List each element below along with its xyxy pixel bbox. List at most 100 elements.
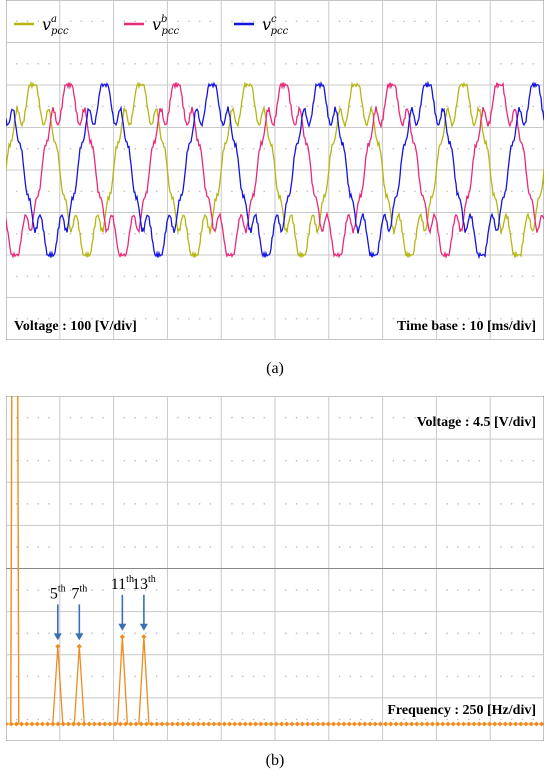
- grid-dot: [532, 459, 535, 462]
- grid-dot: [48, 589, 50, 591]
- grid-dot: [198, 589, 201, 591]
- grid-dot: [102, 589, 104, 591]
- grid-dot: [198, 190, 201, 193]
- grid-dot: [252, 232, 255, 235]
- grid-dot: [295, 190, 298, 193]
- grid-dot: [198, 20, 201, 23]
- grid-dot: [349, 718, 352, 721]
- grid-dot: [123, 147, 126, 150]
- grid-dot: [521, 317, 524, 320]
- grid-dot: [91, 546, 93, 548]
- grid-dot: [284, 190, 287, 193]
- grid-dot: [263, 589, 266, 591]
- grid-dot: [349, 232, 352, 235]
- grid-dot: [123, 317, 126, 320]
- grid-dot: [69, 546, 72, 548]
- grid: [6, 396, 544, 741]
- grid-dot: [371, 190, 373, 193]
- legend: va pcc vb pcc vc pcc: [14, 14, 289, 37]
- grid-dot: [26, 147, 29, 150]
- grid-dot: [241, 718, 244, 721]
- harmonic-arrow-7: [75, 604, 84, 641]
- grid-dot: [48, 317, 50, 320]
- grid-dot: [500, 589, 502, 591]
- grid-dot: [102, 459, 104, 462]
- grid-dot: [317, 105, 319, 108]
- grid-dot: [15, 632, 18, 634]
- grid-dot: [48, 20, 50, 23]
- grid-dot: [134, 632, 136, 634]
- grid-dot: [521, 275, 524, 278]
- grid-dot: [371, 589, 373, 591]
- grid-dot: [134, 416, 136, 419]
- grid-dot: [338, 232, 341, 235]
- grid-dot: [467, 20, 470, 23]
- grid-dot: [80, 416, 83, 419]
- grid-dot: [371, 503, 373, 505]
- grid-dot: [478, 718, 481, 721]
- grid-dot: [102, 317, 104, 320]
- grid-dot: [252, 546, 255, 548]
- grid-dot: [457, 190, 459, 193]
- grid-dot: [510, 232, 513, 235]
- grid-dot: [392, 632, 395, 634]
- grid-dot: [26, 416, 29, 419]
- grid-dot: [360, 632, 362, 634]
- grid-dot: [295, 416, 298, 419]
- grid-dot: [521, 632, 524, 634]
- grid-dot: [198, 675, 201, 678]
- grid-dot: [91, 459, 93, 462]
- grid-dot: [145, 589, 147, 591]
- grid-dot: [338, 632, 341, 634]
- grid-dot: [478, 317, 481, 320]
- grid-dot: [102, 503, 104, 505]
- grid-dot: [317, 190, 319, 193]
- grid-dot: [123, 275, 126, 278]
- grid-dot: [371, 317, 373, 320]
- grid-dot: [123, 416, 126, 419]
- grid-dot: [102, 416, 104, 419]
- grid-dot: [392, 718, 395, 721]
- grid-dot: [177, 317, 179, 320]
- grid-dot: [360, 416, 362, 419]
- grid-dot: [510, 416, 513, 419]
- grid-dot: [145, 105, 147, 108]
- grid-dot: [500, 105, 502, 108]
- grid-dot: [424, 718, 427, 721]
- grid-dot: [48, 416, 50, 419]
- grid-dot: [198, 546, 201, 548]
- grid-dot: [306, 317, 309, 320]
- grid-dot: [306, 232, 309, 235]
- fundamental-peak: [10, 396, 20, 725]
- grid-dot: [155, 190, 158, 193]
- grid-dot: [231, 275, 233, 278]
- grid-dot: [424, 190, 427, 193]
- grid-dot: [392, 546, 395, 548]
- grid-dot: [26, 503, 29, 505]
- grid-dot: [145, 459, 147, 462]
- grid-dot: [69, 589, 72, 591]
- grid-dot: [123, 546, 126, 548]
- grid-dot: [360, 546, 362, 548]
- grid-dot: [500, 20, 502, 23]
- grid-dot: [15, 459, 18, 462]
- waveform-series: [6, 80, 544, 260]
- grid-dot: [446, 317, 448, 320]
- grid-dot: [424, 147, 427, 150]
- grid-dot: [306, 718, 309, 721]
- grid-dot: [360, 459, 362, 462]
- grid-dot: [15, 232, 18, 235]
- grid-dot: [15, 147, 18, 150]
- grid-dot: [510, 62, 513, 65]
- grid-dot: [478, 62, 481, 65]
- grid-dot: [371, 147, 373, 150]
- grid-dot: [198, 718, 201, 721]
- grid-dot: [403, 275, 405, 278]
- grid-dot: [392, 503, 395, 505]
- grid-dot: [446, 546, 448, 548]
- grid-dot: [134, 503, 136, 505]
- grid-dot: [91, 632, 93, 634]
- grid-dot: [371, 546, 373, 548]
- grid-dot: [231, 62, 233, 65]
